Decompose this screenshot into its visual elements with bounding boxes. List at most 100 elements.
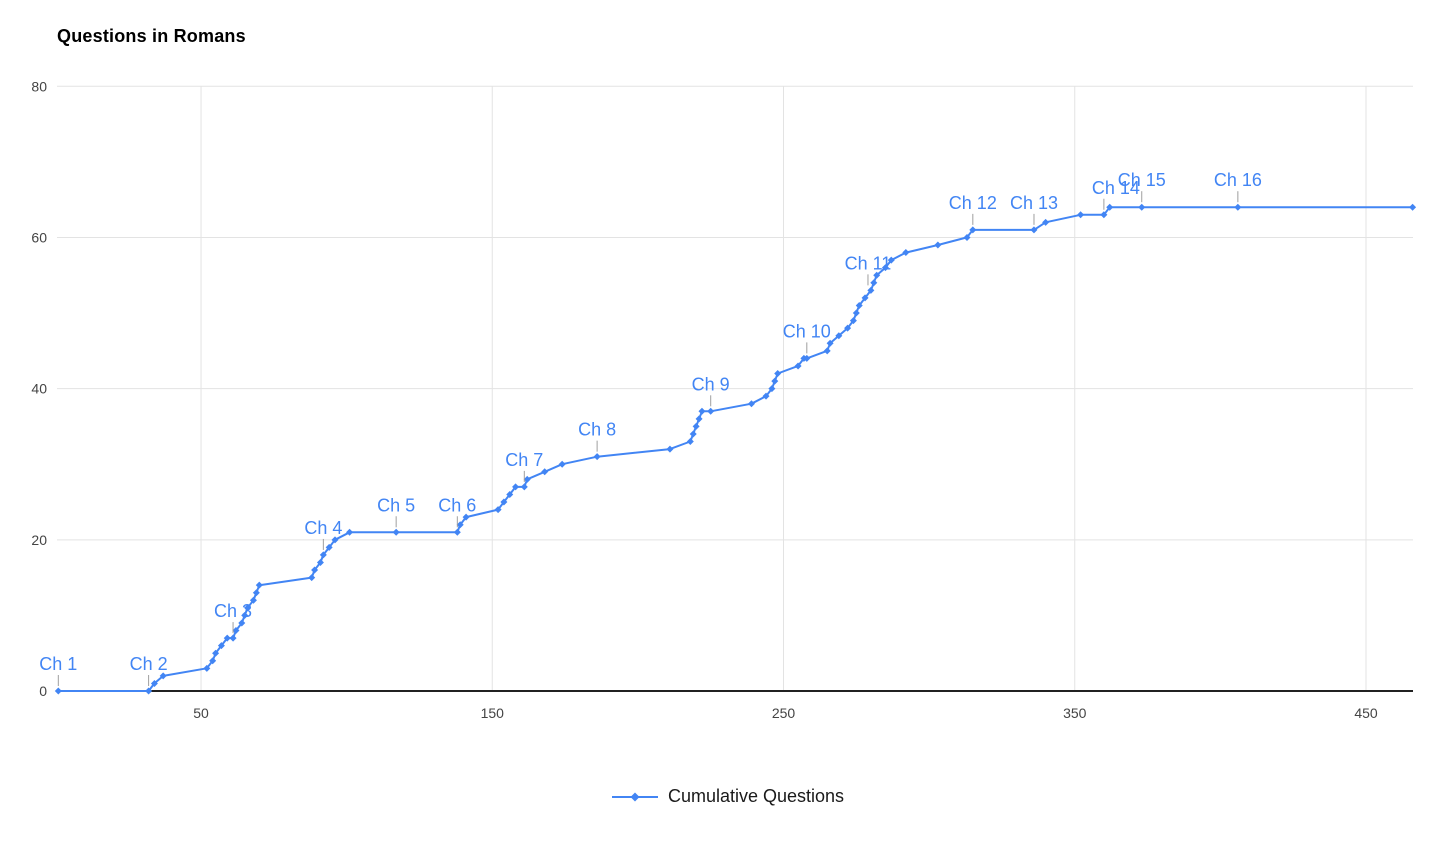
- data-point-marker: [707, 407, 715, 415]
- data-point-marker: [311, 566, 319, 574]
- annotation-label-ch-10: Ch 10: [783, 321, 831, 341]
- annotation-label-ch-12: Ch 12: [949, 193, 997, 213]
- annotation-label-ch-5: Ch 5: [377, 495, 415, 515]
- data-point-marker: [159, 672, 167, 680]
- annotation-label-ch-6: Ch 6: [438, 495, 476, 515]
- data-point-marker: [855, 301, 863, 309]
- data-point-marker: [969, 226, 977, 234]
- annotation-label-ch-7: Ch 7: [505, 450, 543, 470]
- y-tick-label-0: 0: [39, 683, 47, 699]
- data-point-marker: [229, 634, 237, 642]
- data-point-marker: [223, 634, 231, 642]
- data-point-marker: [686, 438, 694, 446]
- data-point-marker: [232, 627, 240, 635]
- x-tick-label-350: 350: [1063, 705, 1087, 721]
- data-point-marker: [762, 392, 770, 400]
- x-tick-label-150: 150: [481, 705, 505, 721]
- data-point-marker: [698, 407, 706, 415]
- data-point-marker: [689, 430, 697, 438]
- data-point-marker: [666, 445, 674, 453]
- data-point-marker: [244, 604, 252, 612]
- data-point-marker: [692, 422, 700, 430]
- data-point-marker: [861, 294, 869, 302]
- data-point-marker: [794, 362, 802, 370]
- legend-diamond-marker: [630, 792, 640, 801]
- data-point-marker: [316, 558, 324, 566]
- annotation-label-ch-9: Ch 9: [692, 374, 730, 394]
- series-line-cumulative-questions: [57, 206, 1414, 692]
- y-tick-label-40: 40: [31, 381, 47, 397]
- data-point-marker: [803, 354, 811, 362]
- data-point-marker: [849, 317, 857, 325]
- annotation-label-ch-15: Ch 15: [1118, 170, 1166, 190]
- annotation-label-ch-3: Ch 3: [214, 601, 252, 621]
- x-tick-label-250: 250: [772, 705, 796, 721]
- data-point-marker: [902, 249, 910, 257]
- data-point-marker: [523, 475, 531, 483]
- data-point-marker: [852, 309, 860, 317]
- annotation-label-ch-1: Ch 1: [39, 654, 77, 674]
- annotation-label-ch-16: Ch 16: [1214, 170, 1262, 190]
- annotation-label-ch-8: Ch 8: [578, 420, 616, 440]
- data-point-marker: [870, 279, 878, 287]
- data-point-marker: [520, 483, 528, 491]
- annotation-label-ch-2: Ch 2: [130, 654, 168, 674]
- legend-series-label: Cumulative Questions: [667, 786, 845, 806]
- data-point-marker: [768, 385, 776, 393]
- data-point-marker: [255, 581, 263, 589]
- x-tick-label-450: 450: [1354, 705, 1378, 721]
- data-point-marker: [1042, 218, 1050, 226]
- annotation-label-ch-4: Ch 4: [304, 518, 342, 538]
- data-point-marker: [500, 498, 508, 506]
- data-point-marker: [319, 551, 327, 559]
- data-point-marker: [209, 657, 217, 665]
- data-point-marker: [558, 460, 566, 468]
- x-tick-label-50: 50: [193, 705, 209, 721]
- data-point-marker: [512, 483, 520, 491]
- data-point-marker: [203, 664, 211, 672]
- data-point-marker: [331, 536, 339, 544]
- data-point-marker: [593, 453, 601, 461]
- data-point-marker: [1030, 226, 1038, 234]
- data-point-marker: [867, 286, 875, 294]
- data-point-marker: [217, 642, 225, 650]
- data-point-marker: [695, 415, 703, 423]
- data-point-marker: [54, 687, 62, 695]
- data-point-marker: [844, 324, 852, 332]
- data-point-marker: [150, 679, 158, 687]
- data-point-marker: [212, 649, 220, 657]
- data-point-marker: [1106, 203, 1114, 211]
- data-point-marker: [826, 339, 834, 347]
- annotation-label-ch-14: Ch 14: [1092, 178, 1140, 198]
- data-point-marker: [462, 513, 470, 521]
- y-tick-label-20: 20: [31, 532, 47, 548]
- data-point-marker: [494, 506, 502, 514]
- data-point-marker: [346, 528, 354, 536]
- data-point-marker: [238, 619, 246, 627]
- data-point-marker: [1077, 211, 1085, 219]
- annotation-label-ch-11: Ch 11: [845, 253, 892, 273]
- data-point-marker: [145, 687, 153, 695]
- data-point-marker: [1409, 203, 1417, 211]
- data-point-marker: [934, 241, 942, 249]
- data-point-marker: [325, 543, 333, 551]
- data-point-marker: [747, 400, 755, 408]
- y-tick-label-60: 60: [31, 229, 47, 245]
- data-point-marker: [308, 574, 316, 582]
- data-point-marker: [1234, 203, 1242, 211]
- y-tick-label-80: 80: [31, 78, 47, 94]
- data-point-marker: [249, 596, 257, 604]
- data-point-marker: [774, 370, 782, 378]
- chart-title: Questions in Romans: [57, 26, 246, 46]
- data-point-marker: [873, 271, 881, 279]
- data-point-marker: [1138, 203, 1146, 211]
- data-point-marker: [963, 233, 971, 241]
- data-point-marker: [835, 332, 843, 340]
- data-point-marker: [453, 528, 461, 536]
- data-point-marker: [456, 521, 464, 529]
- data-point-marker: [887, 256, 895, 264]
- data-point-marker: [881, 264, 889, 272]
- data-point-marker: [1100, 211, 1108, 219]
- data-point-marker: [392, 528, 400, 536]
